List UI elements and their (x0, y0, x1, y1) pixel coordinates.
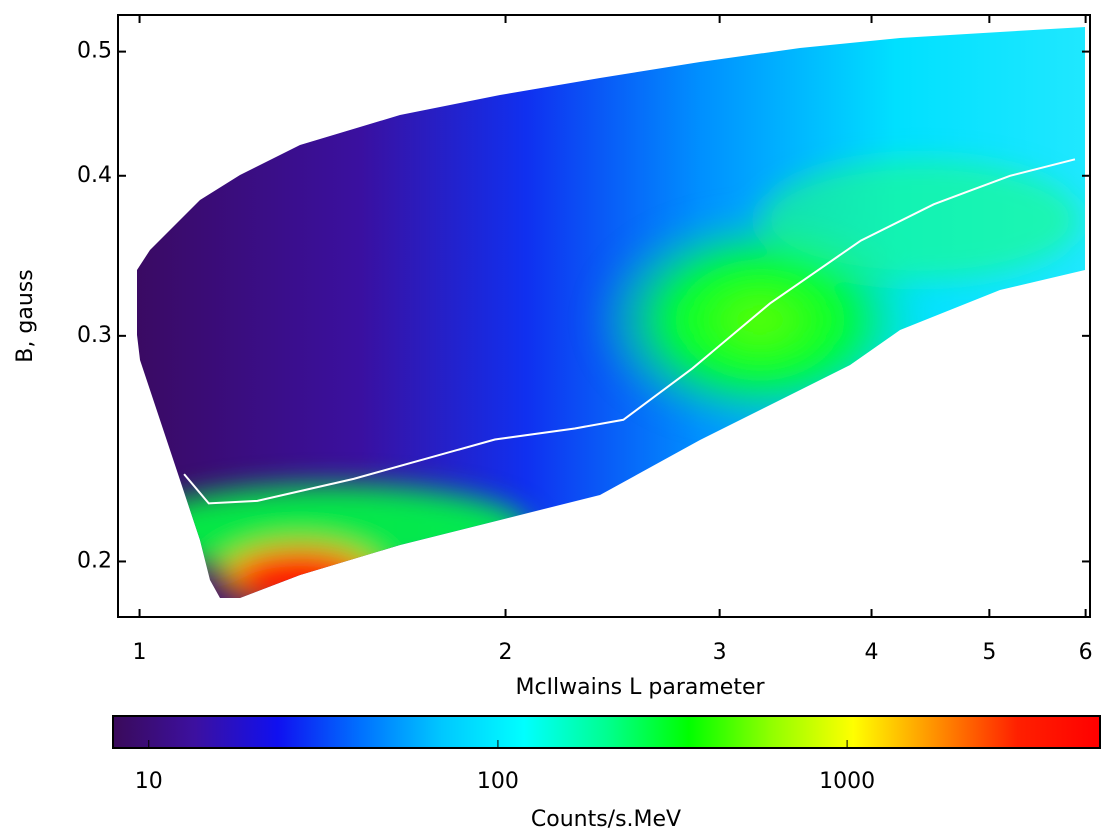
x-tick-label: 3 (713, 640, 727, 665)
y-axis-label: B, gauss (13, 269, 38, 362)
curve (183, 158, 1076, 505)
y-tick-label: 0.3 (77, 323, 112, 348)
x-tick-label: 5 (982, 640, 996, 665)
y-tick-label: 0.5 (77, 39, 112, 64)
x-tick-label: 4 (865, 640, 879, 665)
x-tick-label: 6 (1079, 640, 1093, 665)
x-axis-label: McIlwains L parameter (515, 675, 765, 700)
x-tick-label: 1 (133, 640, 147, 665)
plot-frame (117, 14, 1091, 618)
y-tick-label: 0.4 (77, 163, 112, 188)
colorbar-tick-label: 100 (477, 769, 519, 794)
y-tick-label: 0.2 (77, 548, 112, 573)
x-tick-label: 2 (499, 640, 513, 665)
colorbar-label: Counts/s.MeV (531, 807, 681, 832)
colorbar-tick-label: 1000 (819, 769, 875, 794)
colorbar (112, 715, 1101, 749)
heatmap-region (137, 27, 1085, 598)
colorbar-tick-label: 10 (135, 769, 163, 794)
